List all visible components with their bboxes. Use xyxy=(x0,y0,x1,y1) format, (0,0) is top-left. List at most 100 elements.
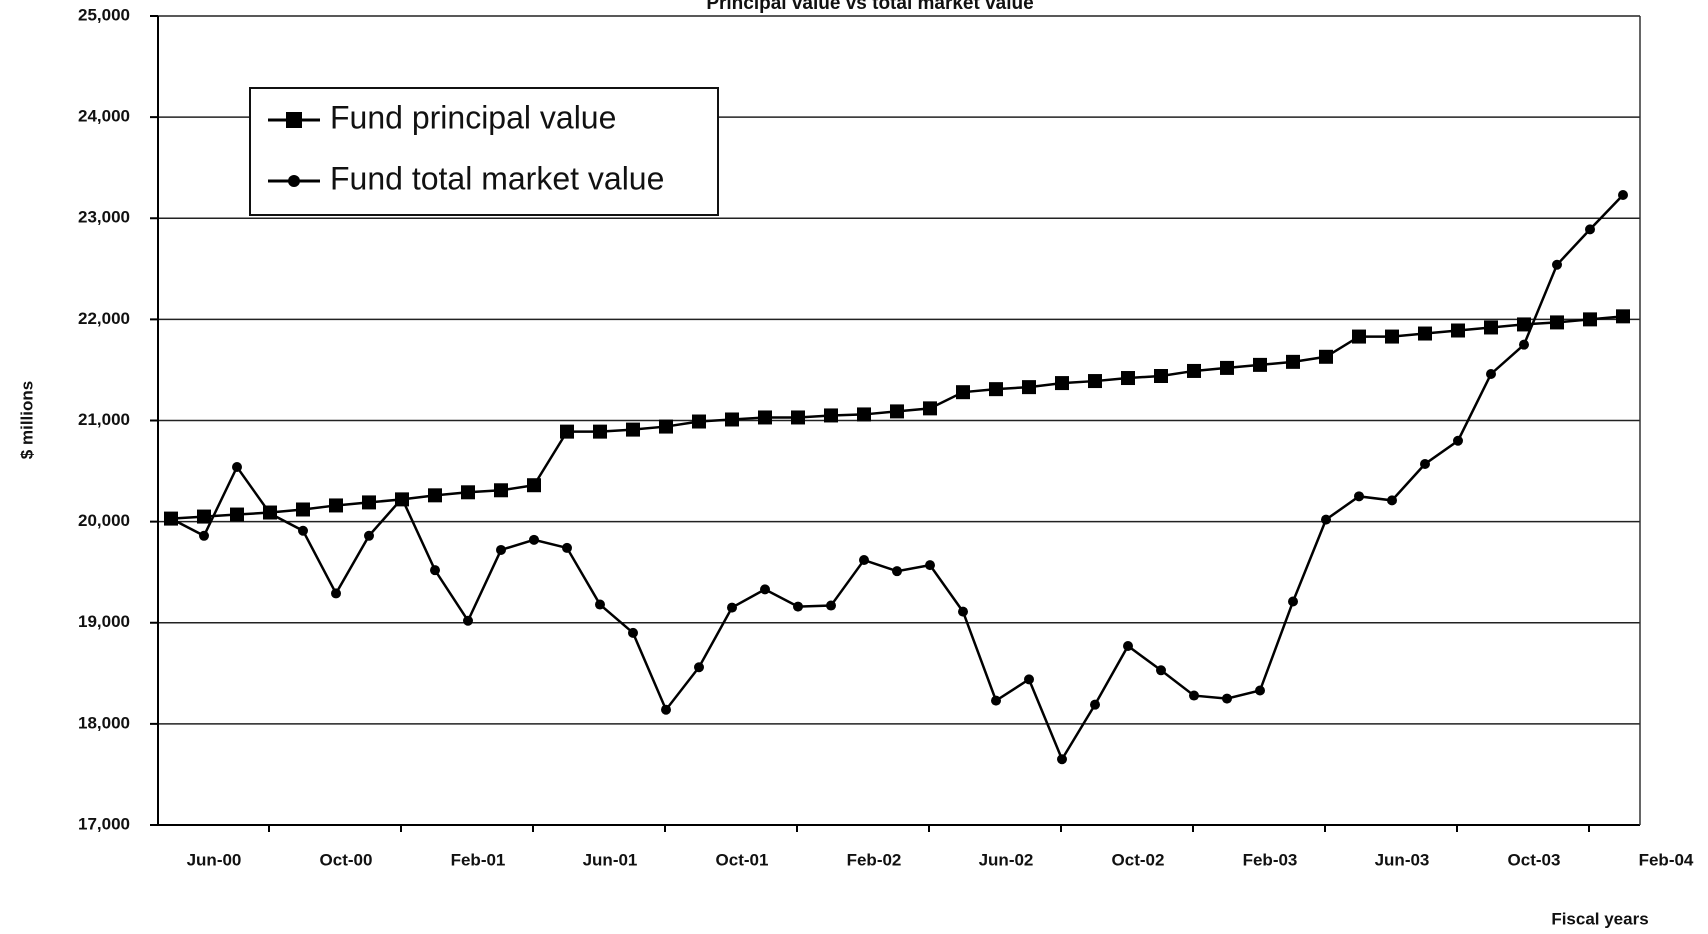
point xyxy=(1055,376,1069,391)
point xyxy=(1286,354,1300,369)
point xyxy=(331,588,341,599)
point xyxy=(1288,596,1298,607)
x-tick-label: Jun-03 xyxy=(1375,850,1430,869)
point xyxy=(661,704,671,715)
y-tick-label: 17,000 xyxy=(78,814,130,833)
point xyxy=(362,495,376,510)
point xyxy=(791,410,805,425)
y-tick-label: 18,000 xyxy=(78,713,130,732)
point xyxy=(1453,435,1463,446)
y-tick-label: 23,000 xyxy=(78,208,130,227)
point xyxy=(892,566,902,577)
point xyxy=(232,462,242,473)
point xyxy=(956,385,970,400)
point xyxy=(166,513,176,524)
point xyxy=(199,530,209,541)
point xyxy=(1385,329,1399,344)
point xyxy=(857,407,871,422)
point xyxy=(890,404,904,419)
point xyxy=(760,584,770,595)
point xyxy=(1418,326,1432,341)
point xyxy=(463,615,473,626)
point xyxy=(1057,754,1067,765)
point xyxy=(430,565,440,576)
point xyxy=(694,662,704,673)
y-tick-label: 21,000 xyxy=(78,410,130,429)
point xyxy=(923,401,937,416)
y-axis-label: $ millions xyxy=(17,381,36,459)
y-tick-label: 22,000 xyxy=(78,309,130,328)
point xyxy=(1616,309,1630,324)
point xyxy=(296,502,310,517)
point xyxy=(265,508,275,519)
x-tick-label: Jun-02 xyxy=(979,850,1034,869)
point xyxy=(397,493,407,504)
point xyxy=(1187,363,1201,378)
x-axis-label: Fiscal years xyxy=(1551,909,1648,928)
point xyxy=(958,606,968,617)
x-tick-label: Oct-02 xyxy=(1112,850,1165,869)
point xyxy=(1550,315,1564,330)
point xyxy=(527,478,541,493)
point xyxy=(859,555,869,566)
point xyxy=(494,483,508,498)
point xyxy=(364,530,374,541)
y-tick-label: 24,000 xyxy=(78,107,130,126)
legend-box xyxy=(249,87,719,216)
point xyxy=(1024,674,1034,685)
point xyxy=(1022,380,1036,395)
point xyxy=(758,410,772,425)
point xyxy=(1517,317,1531,332)
point xyxy=(230,507,244,522)
y-tick-label: 19,000 xyxy=(78,612,130,631)
x-tick-label: Feb-01 xyxy=(451,850,506,869)
x-tick-label: Oct-00 xyxy=(320,850,373,869)
point xyxy=(428,488,442,503)
point xyxy=(692,414,706,429)
point xyxy=(659,419,673,434)
point xyxy=(793,601,803,612)
point xyxy=(1354,491,1364,502)
point xyxy=(529,534,539,545)
point xyxy=(1088,374,1102,389)
x-tick-label: Jun-01 xyxy=(583,850,638,869)
point xyxy=(1321,514,1331,525)
point xyxy=(826,600,836,611)
point xyxy=(1319,349,1333,364)
x-tick-label: Oct-03 xyxy=(1508,850,1561,869)
point xyxy=(1486,368,1496,379)
point xyxy=(1451,323,1465,338)
point xyxy=(496,544,506,555)
point xyxy=(562,542,572,553)
point xyxy=(1156,665,1166,676)
point xyxy=(1484,320,1498,335)
point xyxy=(1585,224,1595,235)
point xyxy=(1387,495,1397,506)
point xyxy=(298,525,308,536)
point xyxy=(461,485,475,500)
point xyxy=(1519,339,1529,350)
point xyxy=(1255,685,1265,696)
x-tick-label: Feb-03 xyxy=(1243,850,1298,869)
point xyxy=(593,424,607,439)
y-tick-label: 20,000 xyxy=(78,511,130,530)
point xyxy=(727,602,737,613)
point xyxy=(1618,189,1628,200)
x-tick-label: Feb-04 xyxy=(1639,850,1694,869)
chart-title: Principal value vs total market value xyxy=(706,0,1033,14)
point xyxy=(1121,371,1135,386)
point xyxy=(1253,357,1267,372)
legend-marker xyxy=(288,175,300,187)
point xyxy=(1220,360,1234,375)
point xyxy=(925,560,935,571)
point xyxy=(595,599,605,610)
y-tick-label: 25,000 xyxy=(78,5,130,24)
point xyxy=(725,412,739,427)
point xyxy=(1154,369,1168,384)
legend-marker xyxy=(286,112,302,128)
point xyxy=(197,509,211,524)
legend-label: Fund principal value xyxy=(330,99,616,135)
point xyxy=(824,408,838,423)
point xyxy=(329,498,343,513)
